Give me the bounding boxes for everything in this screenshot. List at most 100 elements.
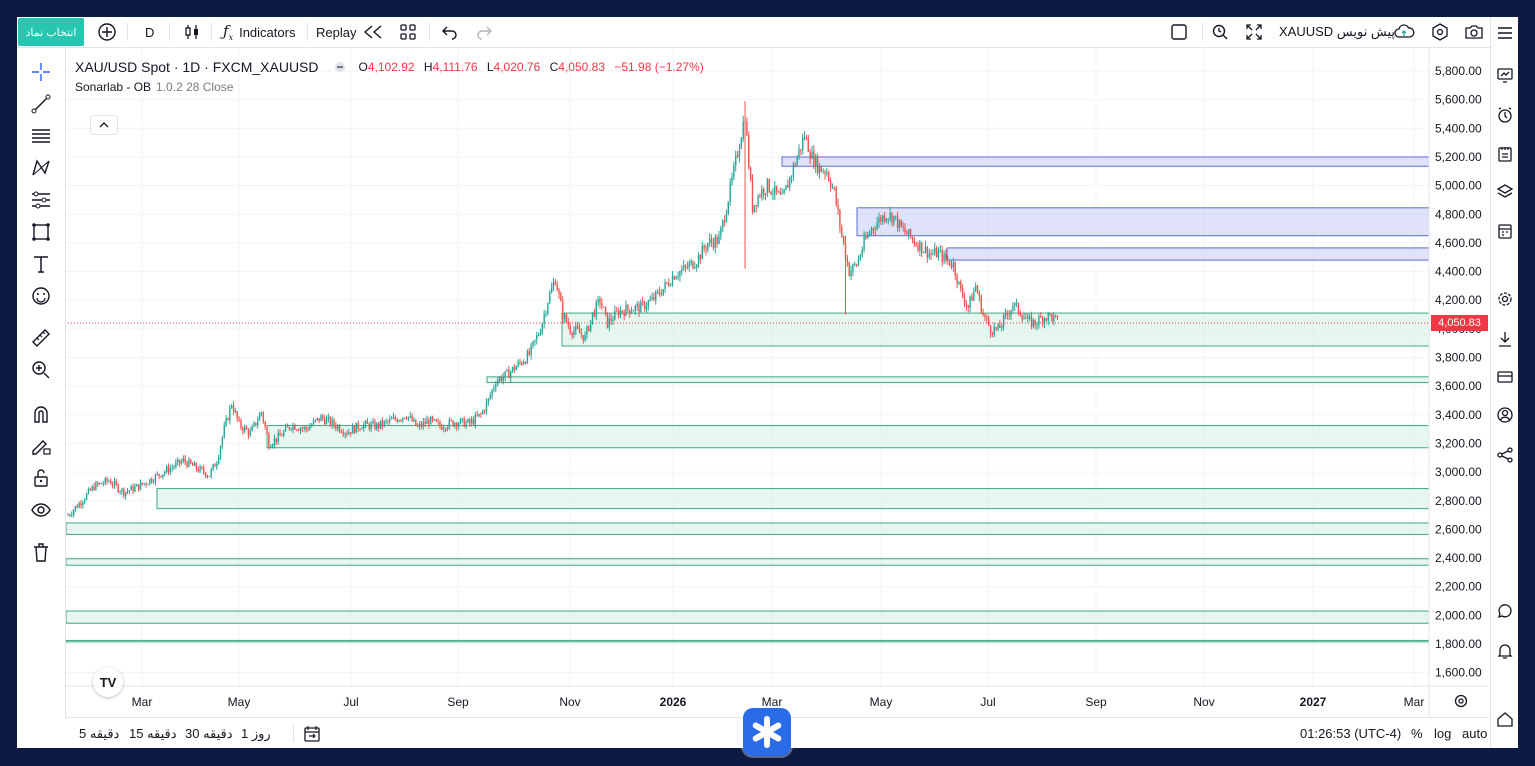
candle-body [805, 137, 808, 139]
monitor-chart-icon [1497, 68, 1513, 83]
candle-body [474, 414, 477, 425]
candle-body [398, 420, 400, 422]
trading-panel-button[interactable] [1495, 367, 1515, 387]
indicators-button[interactable]: ƒx Indicators [223, 17, 295, 47]
object-tree-button[interactable] [1495, 182, 1515, 202]
shape-tool[interactable] [29, 220, 53, 244]
profile-button[interactable] [1495, 405, 1515, 425]
notes-button[interactable] [1495, 144, 1515, 164]
axis-settings-button[interactable] [1453, 693, 1469, 709]
candle-body [216, 463, 218, 467]
timeframe-5m[interactable]: 5 دقیقه [79, 725, 120, 741]
candle-body [188, 459, 190, 467]
timeframe-1d[interactable]: 1 روز [241, 725, 271, 741]
candle-body [705, 248, 707, 250]
candle-body [857, 258, 860, 266]
pattern-tool[interactable] [29, 156, 53, 180]
fullscreen-toggle[interactable] [1170, 17, 1188, 47]
replay-button[interactable]: Replay [316, 17, 384, 47]
share-button[interactable] [1495, 445, 1515, 465]
symbol-name[interactable]: XAUUSD پیش نویس [1279, 24, 1396, 39]
watchlist-button[interactable] [1495, 65, 1515, 85]
time-tick-label: Sep [1085, 695, 1107, 709]
candle-body [357, 422, 359, 430]
timeframe-15m[interactable]: 15 دقیقه [129, 725, 177, 741]
emoji-tool[interactable] [29, 284, 53, 308]
candle-body [588, 326, 590, 331]
settings-button[interactable] [1431, 17, 1449, 47]
chart-type-button[interactable] [183, 17, 201, 47]
tradingview-logo[interactable]: TV [93, 667, 123, 697]
remove-drawings-tool[interactable] [29, 540, 53, 564]
measure-tool[interactable] [29, 326, 53, 350]
clock-timezone[interactable]: 01:26:53 (UTC-4) [1300, 726, 1402, 741]
candle-body [792, 164, 795, 177]
timeframe-30m[interactable]: 30 دقیقه [185, 725, 233, 741]
indicator-legend-row[interactable]: Sonarlab - OB 1.0.2 28 Close [75, 77, 704, 97]
home-button[interactable] [1495, 709, 1515, 729]
chart-settings-button[interactable] [1495, 289, 1515, 309]
text-tool[interactable] [29, 252, 53, 276]
magnet-tool[interactable] [29, 402, 53, 426]
goto-date-button[interactable] [303, 718, 321, 748]
price-chart[interactable]: 5,800.00 5,600.00 5,400.00 5,200.00 5,000.00… [17, 17, 1518, 748]
separator [127, 23, 128, 41]
legend-collapse-button[interactable] [90, 115, 118, 135]
download-button[interactable] [1495, 329, 1515, 349]
asterisk-app-icon[interactable] [743, 708, 791, 756]
candle-body [69, 515, 71, 516]
smiley-icon [32, 287, 50, 305]
indicators-label: Indicators [239, 24, 296, 40]
redo-button[interactable] [475, 17, 493, 47]
compare-button[interactable] [97, 17, 117, 47]
candle-body [638, 304, 640, 313]
layout-button[interactable] [399, 17, 417, 47]
bearish-order-block [781, 156, 1430, 167]
candle-body [787, 185, 789, 188]
calendar-button[interactable] [1495, 221, 1515, 241]
candle-body [363, 424, 365, 429]
time-tick-label: May [870, 695, 893, 709]
crosshair-tool[interactable] [29, 60, 53, 84]
time-tick-label: Mar [762, 695, 783, 709]
menu-button[interactable] [1495, 23, 1515, 43]
candle-body [855, 264, 858, 266]
candle-body [642, 301, 644, 303]
percent-toggle[interactable]: % [1411, 726, 1423, 741]
auto-toggle[interactable]: auto [1462, 726, 1488, 741]
candle-body [589, 320, 592, 331]
help-button[interactable] [1495, 601, 1515, 621]
fib-tool[interactable] [29, 124, 53, 148]
forecast-tool[interactable] [29, 188, 53, 212]
candle-body [591, 312, 594, 321]
zoom-tool[interactable] [29, 358, 53, 382]
interval-button[interactable]: D [145, 24, 155, 40]
quick-search-button[interactable] [1211, 17, 1229, 47]
candle-body [251, 426, 253, 432]
symbol-search-button[interactable]: انتخاب نماد [18, 18, 84, 46]
log-toggle[interactable]: log [1434, 726, 1452, 741]
candle-body [926, 246, 929, 258]
candle-body [904, 227, 906, 233]
stay-in-drawing-tool[interactable] [29, 434, 53, 458]
snapshot-button[interactable] [1464, 17, 1484, 47]
symbol-title[interactable]: XAU/USD Spot · 1D · FXCM_XAUUSD [75, 59, 319, 75]
candle-body [636, 304, 638, 306]
trend-line-tool[interactable] [29, 92, 53, 116]
symbol-legend-row[interactable]: XAU/USD Spot · 1D · FXCM_XAUUSD O4,102.9… [75, 57, 704, 77]
notifications-button[interactable] [1495, 641, 1515, 661]
collapse-dot-icon[interactable] [334, 62, 345, 72]
price-tick-label: 5,000.00 [1435, 179, 1482, 193]
candle-body [208, 476, 211, 477]
save-cloud-button[interactable] [1393, 17, 1415, 47]
alerts-button[interactable] [1495, 105, 1515, 125]
undo-button[interactable] [441, 17, 459, 47]
lock-drawings-tool[interactable] [29, 466, 53, 490]
candle-body [775, 185, 778, 192]
candle-body [880, 217, 882, 222]
indicator-name[interactable]: Sonarlab - OB [75, 80, 152, 94]
candle-body [616, 310, 618, 312]
maximize-button[interactable] [1245, 17, 1263, 47]
hide-drawings-tool[interactable] [29, 498, 53, 522]
candle-body [424, 421, 426, 424]
